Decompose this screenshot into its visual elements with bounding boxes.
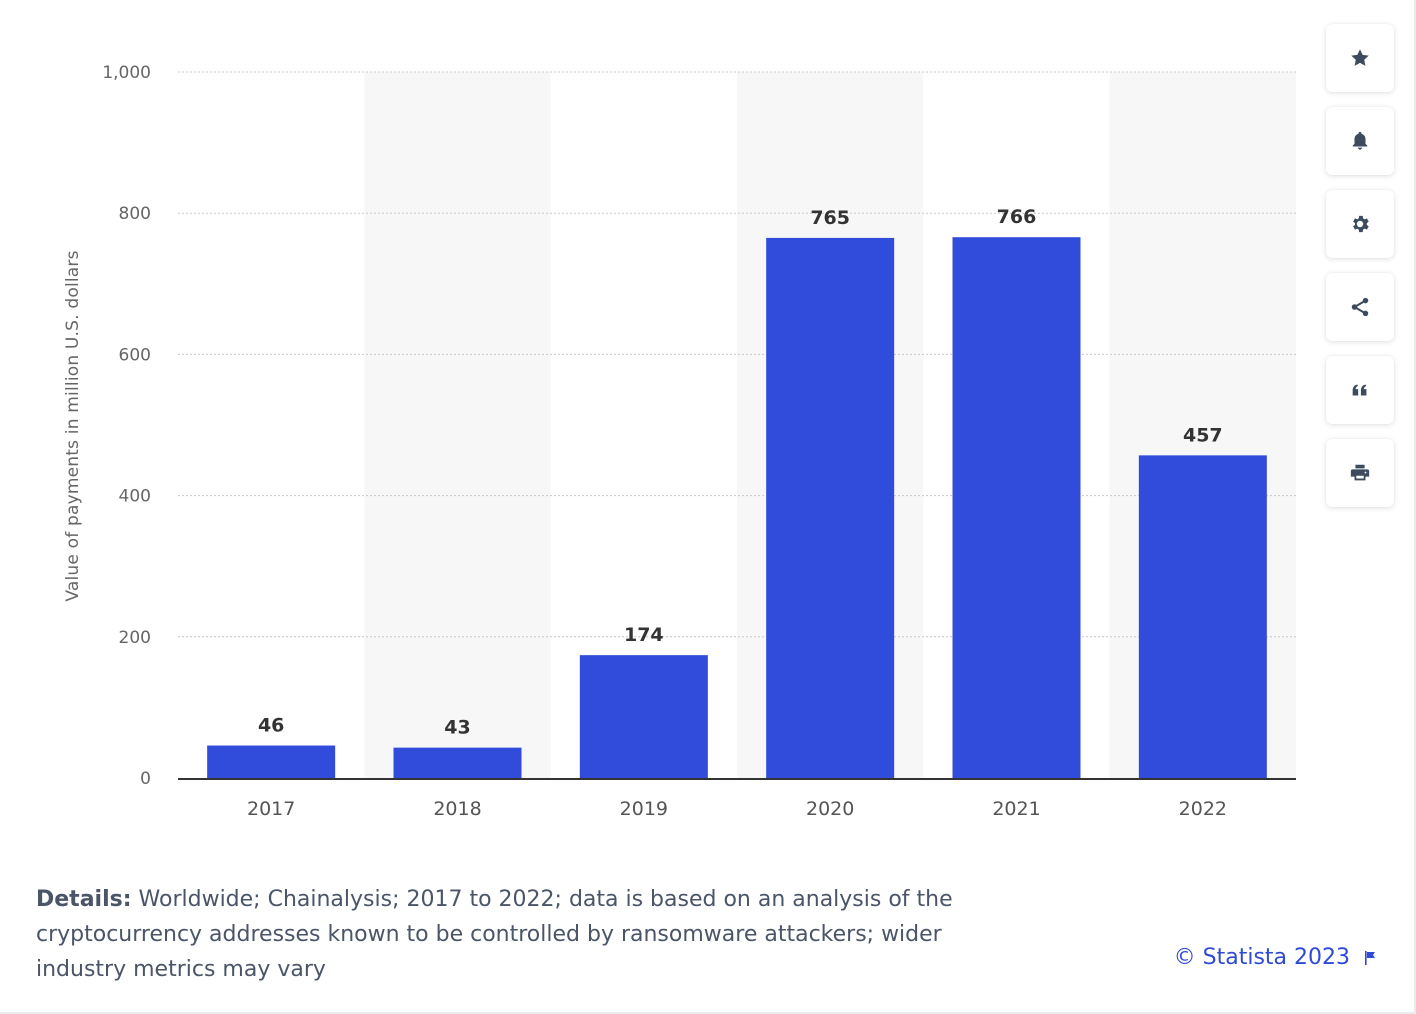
printer-icon: [1350, 464, 1370, 481]
statista-credit[interactable]: © Statista 2023: [1174, 945, 1378, 970]
y-tick-label: 0: [140, 769, 151, 789]
y-axis-label: Value of payments in million U.S. dollar…: [63, 250, 83, 602]
star-icon: [1351, 49, 1369, 66]
x-tick-label: 2017: [247, 798, 295, 820]
y-tick-label: 200: [119, 628, 151, 648]
data-label: 174: [624, 624, 664, 646]
data-label: 457: [1183, 424, 1223, 446]
bar: [207, 745, 336, 778]
data-label: 46: [258, 715, 284, 737]
quote-icon: [1352, 384, 1367, 396]
y-tick-label: 800: [119, 204, 151, 224]
details-text: Worldwide; Chainalysis; 2017 to 2022; da…: [36, 887, 953, 982]
favorite-button[interactable]: [1326, 24, 1394, 92]
y-tick-label: 1,000: [102, 63, 151, 83]
y-tick-label: 600: [119, 345, 151, 365]
x-tick-label: 2018: [433, 798, 481, 820]
y-tick-label: 400: [119, 487, 151, 507]
x-tick-label: 2021: [992, 798, 1040, 820]
bell-icon: [1352, 131, 1368, 150]
data-label: 43: [444, 717, 470, 739]
data-label: 766: [997, 206, 1037, 228]
credit-text[interactable]: © Statista 2023: [1173, 945, 1350, 970]
share-button[interactable]: [1326, 273, 1394, 341]
x-tick-label: 2020: [806, 798, 854, 820]
bar: [579, 655, 708, 778]
notification-button[interactable]: [1326, 107, 1394, 175]
bar: [1138, 455, 1267, 778]
x-tick-label: 2022: [1179, 798, 1227, 820]
x-tick-label: 2019: [620, 798, 668, 820]
cite-button[interactable]: [1326, 356, 1394, 424]
gear-icon: [1353, 215, 1369, 233]
data-label: 765: [810, 207, 850, 229]
bar: [952, 237, 1081, 779]
bar: [766, 237, 895, 778]
bar: [393, 747, 522, 778]
details-note: Details: Worldwide; Chainalysis; 2017 to…: [36, 882, 976, 987]
share-icon: [1351, 297, 1369, 317]
print-button[interactable]: [1326, 439, 1394, 507]
chart-toolbar: [1326, 24, 1394, 522]
details-label: Details:: [36, 887, 132, 912]
settings-button[interactable]: [1326, 190, 1394, 258]
category-band: [364, 72, 551, 778]
bar-chart: 0 200 400 600 800 1,000 46 2017 43 2018 174 2019 765…: [102, 63, 1296, 820]
flag-icon[interactable]: [1362, 950, 1378, 966]
